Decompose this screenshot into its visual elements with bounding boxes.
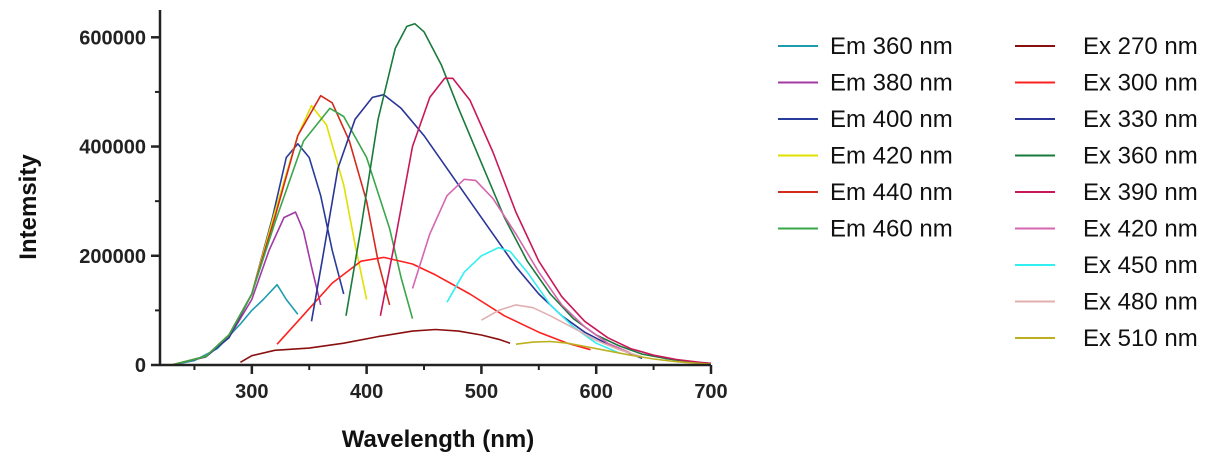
x-tick-label: 500	[465, 381, 498, 403]
legend-entry: Ex 450 nm	[1015, 252, 1198, 279]
x-axis-title: Wavelength (nm)	[342, 426, 534, 453]
legend-label: Ex 390 nm	[1083, 179, 1198, 206]
legend-entry: Ex 360 nm	[1015, 143, 1198, 170]
legend-label: Em 460 nm	[830, 216, 953, 243]
legend-entry: Em 360 nm	[778, 33, 953, 60]
legend-entry: Ex 270 nm	[1015, 33, 1198, 60]
legend-entry: Ex 420 nm	[1015, 216, 1198, 243]
x-tick-label: 600	[580, 381, 613, 403]
plot-area	[171, 22, 712, 366]
legend-label: Em 400 nm	[830, 106, 953, 133]
series-line-6	[239, 328, 511, 363]
y-tick-label: 200000	[79, 246, 146, 268]
y-tick-label: 600000	[79, 27, 146, 49]
y-axis-title: Intemsity	[15, 154, 42, 260]
legend-entry: Ex 330 nm	[1015, 106, 1198, 133]
legend: Em 360 nm Em 380 nm Em 400 nm Em 420 nm Em 4…	[778, 33, 1198, 352]
legend-entry: Em 380 nm	[778, 70, 953, 97]
series-line-2	[171, 143, 345, 366]
legend-label: Ex 420 nm	[1083, 216, 1198, 243]
legend-entry: Ex 390 nm	[1015, 179, 1198, 206]
series-line-14	[515, 340, 712, 365]
legend-label: Em 380 nm	[830, 70, 953, 97]
legend-label: Ex 270 nm	[1083, 33, 1198, 60]
legend-label: Ex 510 nm	[1083, 325, 1198, 352]
legend-label: Em 420 nm	[830, 143, 953, 170]
legend-label: Ex 330 nm	[1083, 106, 1198, 133]
series-line-10	[379, 77, 712, 365]
legend-entry: Em 440 nm	[778, 179, 953, 206]
series-line-13	[481, 304, 643, 358]
series-line-5	[171, 107, 414, 366]
series-line-7	[276, 256, 591, 351]
series-line-11	[411, 178, 631, 354]
legend-label: Em 360 nm	[830, 33, 953, 60]
y-tick-label: 0	[135, 355, 146, 377]
legend-entry: Ex 300 nm	[1015, 70, 1198, 97]
legend-entry: Em 420 nm	[778, 143, 953, 170]
legend-entry: Ex 510 nm	[1015, 325, 1198, 352]
legend-label: Em 440 nm	[830, 179, 953, 206]
legend-label: Ex 300 nm	[1083, 70, 1198, 97]
axes: 300 400 500 600 700 0 200000 400000 600000	[79, 10, 728, 403]
x-tick-label: 400	[350, 381, 383, 403]
series-line-9	[345, 22, 712, 365]
x-tick-label: 700	[694, 381, 727, 403]
legend-label: Ex 480 nm	[1083, 289, 1198, 316]
legend-label: Ex 360 nm	[1083, 143, 1198, 170]
y-tick-label: 400000	[79, 137, 146, 159]
legend-entry: Em 400 nm	[778, 106, 953, 133]
x-tick-label: 300	[235, 381, 268, 403]
legend-entry: Ex 480 nm	[1015, 289, 1198, 316]
series-line-4	[171, 94, 391, 366]
legend-label: Ex 450 nm	[1083, 252, 1198, 279]
legend-entry: Em 460 nm	[778, 216, 953, 243]
series-line-1	[171, 211, 322, 366]
